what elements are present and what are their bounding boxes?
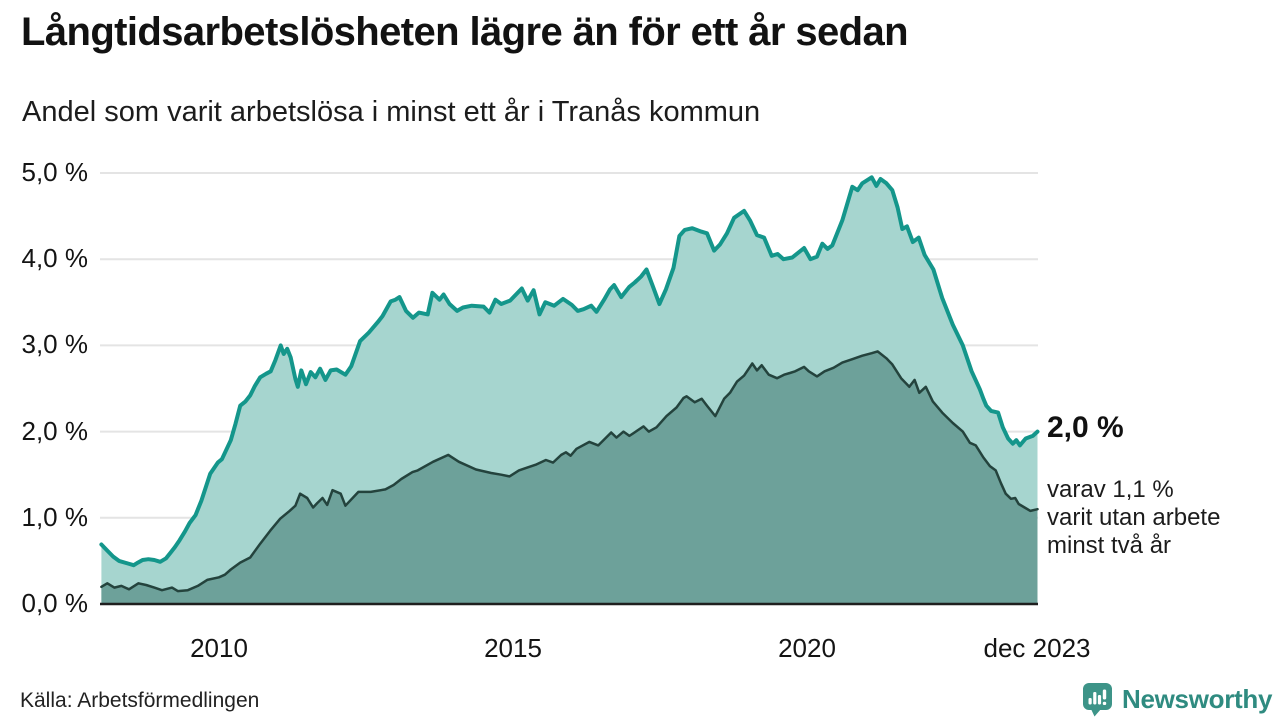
y-axis-tick-label: 4,0 %: [21, 243, 89, 274]
annotation-line: varav 1,1 %: [1047, 476, 1174, 503]
y-axis-tick-label: 1,0 %: [21, 501, 89, 532]
x-axis-tick-label: dec 2023: [983, 633, 1091, 663]
annotation-line: varit utan arbete: [1047, 504, 1221, 531]
annotation-line: minst två år: [1047, 532, 1172, 559]
newsworthy-wordmark: Newsworthy: [1122, 684, 1273, 714]
newsworthy-logo: Newsworthy: [1082, 682, 1272, 717]
series-detail-annotation: varav 1,1 % varit utan arbete minst två …: [1047, 476, 1220, 560]
x-axis-tick-label: 2015: [484, 633, 542, 663]
series-end-value-label: 2,0 %: [1047, 411, 1124, 444]
page-subtitle: Andel som varit arbetslösa i minst ett å…: [22, 96, 761, 128]
source-label: Källa: Arbetsförmedlingen: [20, 689, 260, 712]
y-axis-tick-label: 5,0 %: [21, 157, 89, 187]
y-axis-tick-label: 2,0 %: [21, 415, 89, 446]
page-title: Långtidsarbetslösheten lägre än för ett …: [21, 10, 909, 54]
x-axis-tick-label: 2010: [190, 633, 248, 663]
y-axis-tick-label: 3,0 %: [21, 329, 89, 360]
y-axis-tick-label: 0,0 %: [21, 588, 89, 618]
x-axis-tick-label: 2020: [778, 633, 836, 663]
newsworthy-logo-icon: [1083, 683, 1112, 717]
